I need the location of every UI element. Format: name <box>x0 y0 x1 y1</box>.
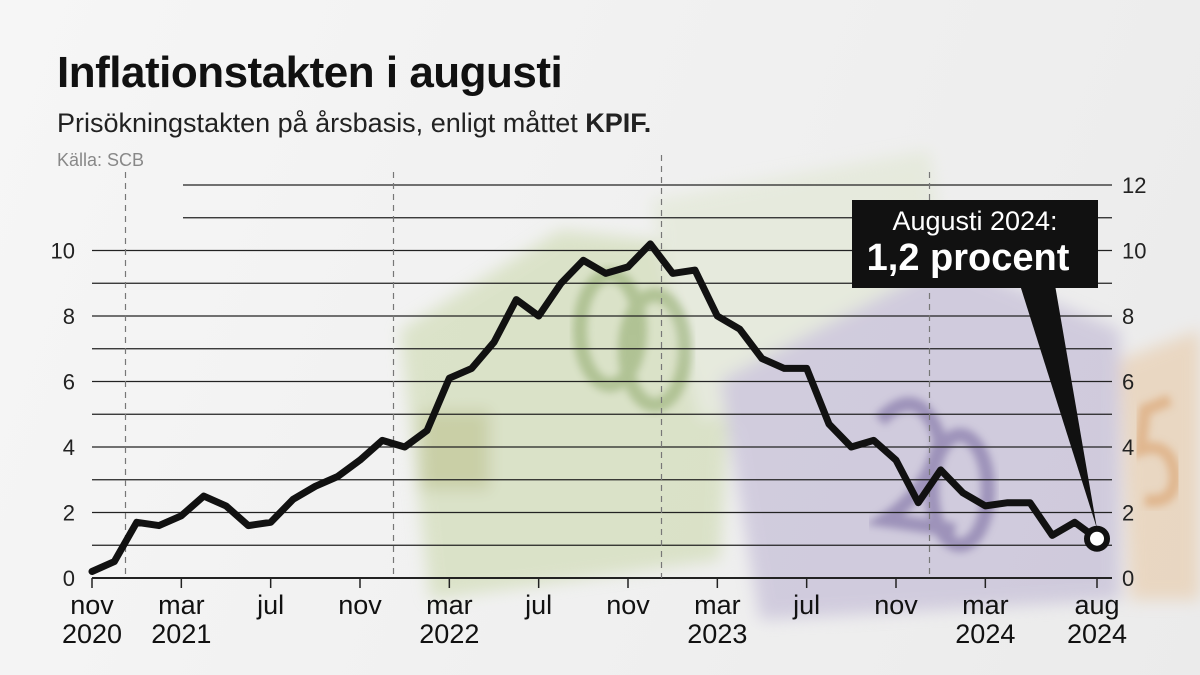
y-tick-left-10: 10 <box>51 239 75 264</box>
x-tick-label-year-28: 2023 <box>687 619 747 649</box>
annotation-callout: Augusti 2024: 1,2 procent <box>852 200 1098 529</box>
chart-title: Inflationstakten i augusti <box>57 48 563 97</box>
subtitle-measure: KPIF. <box>585 108 652 138</box>
y-tick-right-10: 10 <box>1122 239 1146 264</box>
y-tick-left-8: 8 <box>63 304 75 329</box>
y-tick-right-12: 12 <box>1122 173 1146 198</box>
y-axis-right: 0 2 4 6 8 10 12 <box>1122 173 1146 591</box>
banknote-green <box>400 230 740 600</box>
x-tick-label-month-8: jul <box>256 590 284 620</box>
y-tick-left-6: 6 <box>63 370 75 395</box>
y-axis-left: 0 2 4 6 8 10 <box>51 239 75 592</box>
y-tick-right-4: 4 <box>1122 435 1134 460</box>
last-value-marker <box>1084 525 1110 552</box>
y-tick-right-2: 2 <box>1122 501 1134 526</box>
x-tick-label-year-40: 2024 <box>955 619 1015 649</box>
annotation-box <box>852 200 1098 288</box>
series-line-kpif <box>88 240 1101 575</box>
annotation-value: 1,2 procent <box>867 237 1070 279</box>
x-tick-label-month-45: aug <box>1074 590 1119 620</box>
x-tick-label-month-4: mar <box>158 590 205 620</box>
y-tick-left-2: 2 <box>63 501 75 526</box>
x-tick-label-year-16: 2022 <box>419 619 479 649</box>
x-tick-label-month-20: jul <box>524 590 552 620</box>
x-tick-label-month-28: mar <box>694 590 741 620</box>
x-tick-label-year-4: 2021 <box>151 619 211 649</box>
y-tick-left-0: 0 <box>63 566 75 591</box>
annotation-pointer <box>1020 285 1097 529</box>
y-tick-right-0: 0 <box>1122 566 1134 591</box>
x-tick-label-month-36: nov <box>874 590 918 620</box>
x-tick-label-month-16: mar <box>426 590 473 620</box>
subtitle-text: Prisökningstakten på årsbasis, enligt må… <box>57 108 578 138</box>
y-tick-left-4: 4 <box>63 435 75 460</box>
source-note: Källa: SCB <box>57 150 145 170</box>
gridlines <box>92 184 1112 579</box>
y-tick-right-8: 8 <box>1122 304 1134 329</box>
banknote-orange <box>1120 330 1200 600</box>
y-tick-right-6: 6 <box>1122 370 1134 395</box>
x-tick-label-year-0: 2020 <box>62 619 122 649</box>
x-tick-label-year-45: 2024 <box>1067 619 1127 649</box>
x-tick-label-month-40: mar <box>962 590 1009 620</box>
x-tick-label-month-0: nov <box>70 590 114 620</box>
chart-subtitle: Prisökningstakten på årsbasis, enligt må… <box>57 108 651 139</box>
x-tick-label-month-12: nov <box>338 590 382 620</box>
banknote-purple <box>720 260 1120 620</box>
annotation-label: Augusti 2024: <box>892 206 1057 236</box>
x-tick-label-month-32: jul <box>792 590 820 620</box>
x-tick-label-month-24: nov <box>606 590 650 620</box>
